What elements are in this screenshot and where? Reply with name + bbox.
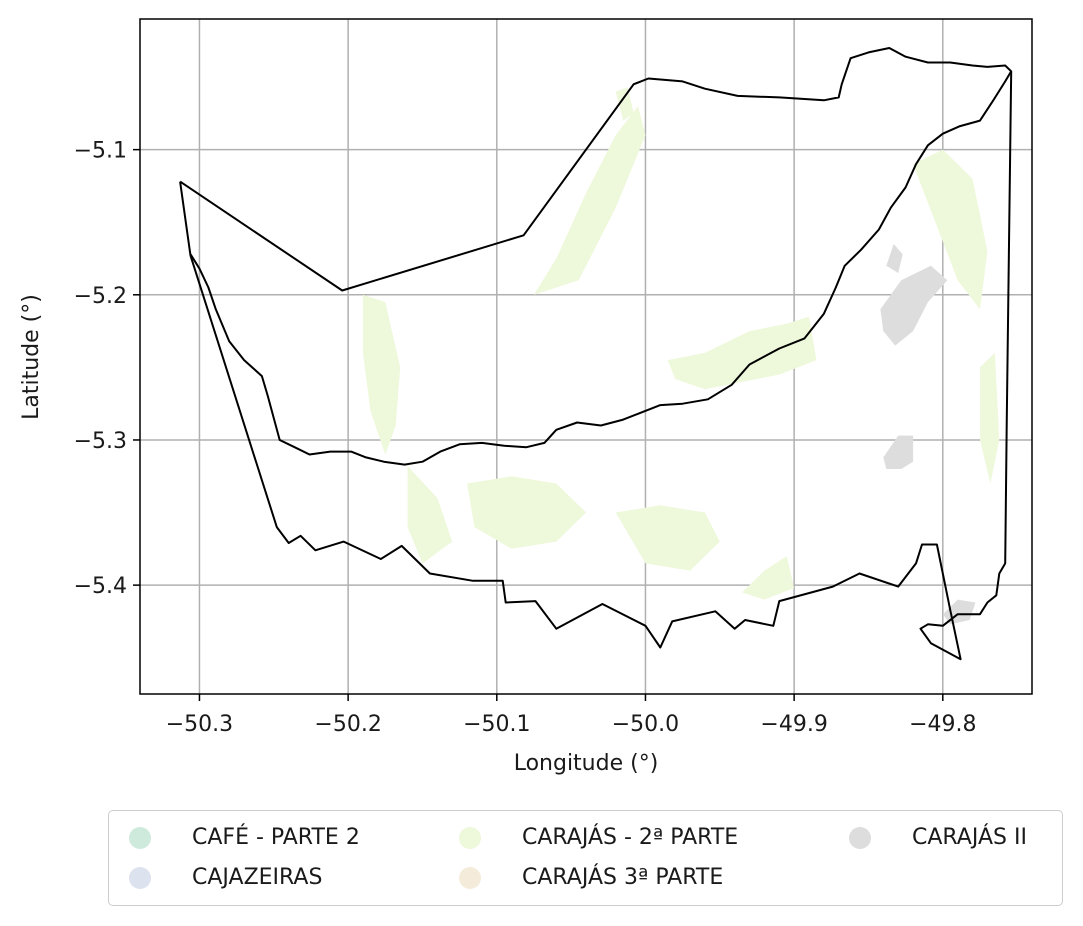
legend-marker-icon — [849, 826, 871, 849]
legend-item: CAJAZEIRAS — [129, 865, 322, 890]
boundaries — [179, 47, 1013, 661]
carajas-2-parte-area — [980, 352, 1000, 484]
land-use-areas — [363, 87, 1000, 625]
carajas-2-parte-area — [742, 556, 795, 600]
legend-marker-icon — [459, 866, 481, 889]
legend-label: CARAJÁS 3ª PARTE — [522, 865, 724, 890]
carajas-2-parte-area — [913, 149, 988, 310]
axis-ticks: −50.3 −50.2 −50.1 −50.0 −49.9 −49.8 −5.1 −5.2 −5… — [74, 139, 977, 737]
carajas-ii-area — [880, 265, 948, 346]
y-axis-label: Latitude (°) — [19, 294, 44, 420]
x-tick-label: −49.9 — [760, 712, 827, 737]
legend-label: CAFÉ - PARTE 2 — [192, 825, 360, 850]
outer-boundary — [179, 47, 1013, 661]
axes-frame — [139, 18, 1033, 695]
legend-marker-icon — [129, 866, 151, 889]
carajas-2-parte-area — [534, 106, 646, 295]
x-tick-label: −50.2 — [314, 712, 381, 737]
inner-boundary — [189, 70, 1013, 466]
x-tick-label: −49.8 — [909, 712, 976, 737]
carajas-2-parte-area — [667, 316, 817, 390]
legend-item: CAFÉ - PARTE 2 — [129, 825, 360, 850]
carajas-2-parte-area — [363, 294, 401, 455]
carajas-2-parte-area — [467, 476, 586, 549]
legend-item: CARAJÁS II — [849, 825, 1027, 850]
carajas-2-parte-area — [615, 87, 634, 121]
legend-label: CARAJÁS - 2ª PARTE — [522, 825, 739, 850]
legend-item: CARAJÁS - 2ª PARTE — [459, 825, 738, 850]
x-tick-label: −50.0 — [612, 712, 679, 737]
carajas-ii-area — [886, 244, 903, 273]
x-tick-label: −50.1 — [463, 712, 530, 737]
y-tick-label: −5.2 — [74, 284, 127, 309]
carajas-ii-area — [883, 435, 914, 469]
axes-background — [140, 19, 1032, 694]
x-tick-label: −50.3 — [166, 712, 233, 737]
legend-label: CARAJÁS II — [912, 825, 1027, 850]
y-tick-label: −5.1 — [74, 139, 127, 164]
y-tick-label: −5.3 — [74, 429, 127, 454]
legend-label: CAJAZEIRAS — [192, 865, 323, 890]
legend-marker-icon — [459, 826, 481, 849]
x-axis-label: Longitude (°) — [514, 751, 659, 776]
carajas-2-parte-area — [407, 466, 453, 564]
carajas-2-parte-area — [615, 505, 720, 571]
legend: CAFÉ - PARTE 2 CAJAZEIRAS CARAJÁS - 2ª PAR… — [108, 810, 1063, 906]
legend-marker-icon — [129, 826, 151, 849]
y-tick-label: −5.4 — [74, 574, 127, 599]
legend-item: CARAJÁS 3ª PARTE — [459, 865, 723, 890]
